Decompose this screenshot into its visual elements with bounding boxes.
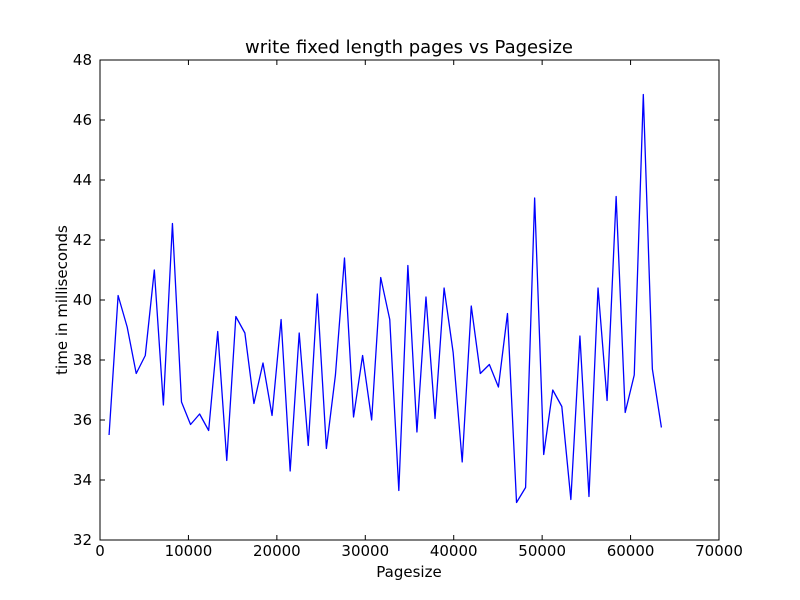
y-tick-label: 40: [73, 291, 92, 309]
y-tick-label: 36: [73, 411, 92, 429]
x-tick-label: 10000: [165, 542, 213, 560]
x-tick-label: 50000: [518, 542, 566, 560]
series-layer: [108, 93, 663, 504]
y-axis-label: time in milliseconds: [53, 225, 71, 375]
y-tick-label: 38: [73, 351, 92, 369]
x-tick-label: 0: [95, 542, 105, 560]
plot-area: 0 10000 20000 30000 40000 50000 60000 70000 32 34…: [73, 51, 743, 560]
x-tick-label: 30000: [341, 542, 389, 560]
series-line-1: [108, 93, 663, 504]
x-tick-label: 70000: [695, 542, 743, 560]
x-tick-label: 40000: [430, 542, 478, 560]
ticks-layer: 0 10000 20000 30000 40000 50000 60000 70000 32 34…: [73, 51, 743, 560]
y-tick-label: 32: [73, 531, 92, 549]
y-tick-label: 48: [73, 51, 92, 69]
x-tick-label: 60000: [607, 542, 655, 560]
x-tick-label: 20000: [253, 542, 301, 560]
chart-title: write fixed length pages vs Pagesize: [245, 37, 573, 58]
y-tick-label: 42: [73, 231, 92, 249]
y-tick-label: 46: [73, 111, 92, 129]
x-axis-label: Pagesize: [376, 563, 441, 581]
y-tick-label: 44: [73, 171, 92, 189]
y-tick-label: 34: [73, 471, 92, 489]
